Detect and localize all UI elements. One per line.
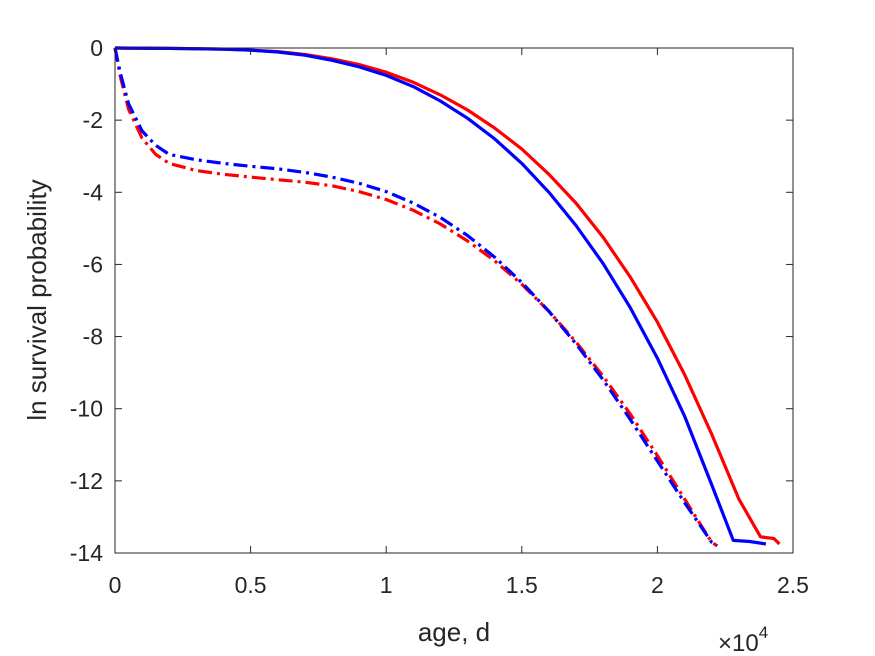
y-tick-label: -6 [83, 251, 103, 277]
series-line-2 [114, 46, 767, 546]
x-axis-label: age, d [418, 617, 490, 647]
x-tick-label: 1.5 [506, 572, 538, 598]
series-line-3 [113, 47, 718, 548]
x-tick-label: 2 [651, 572, 664, 598]
x-tick-label: 1 [380, 572, 393, 598]
x-exponent-label: ×104 [718, 623, 768, 656]
plot-frame [114, 47, 794, 554]
y-tick-label: -14 [70, 540, 103, 566]
plot-background [115, 48, 793, 553]
x-tick-label: 0 [109, 572, 122, 598]
x-exponent-power: 4 [759, 623, 768, 642]
y-tick-label: -10 [70, 396, 103, 422]
y-axis-label: ln survival probability [22, 179, 52, 420]
series-layer [113, 46, 781, 548]
y-tick-label: 0 [90, 35, 103, 61]
y-tick-label: -12 [70, 468, 103, 494]
x-tick-label: 2.5 [777, 572, 809, 598]
ticks-layer: 0 0.5 1 1.5 2 2.5 0 -2 -4 -6 -8 -10 -12 -14 [70, 35, 809, 598]
x-exponent-base: ×10 [718, 630, 759, 656]
series-line-4 [113, 47, 718, 548]
y-tick-label: -2 [83, 107, 103, 133]
y-tick-label: -4 [83, 179, 104, 205]
axes-layer [114, 47, 794, 554]
x-tick-label: 0.5 [235, 572, 267, 598]
y-tick-label: -8 [83, 324, 103, 350]
